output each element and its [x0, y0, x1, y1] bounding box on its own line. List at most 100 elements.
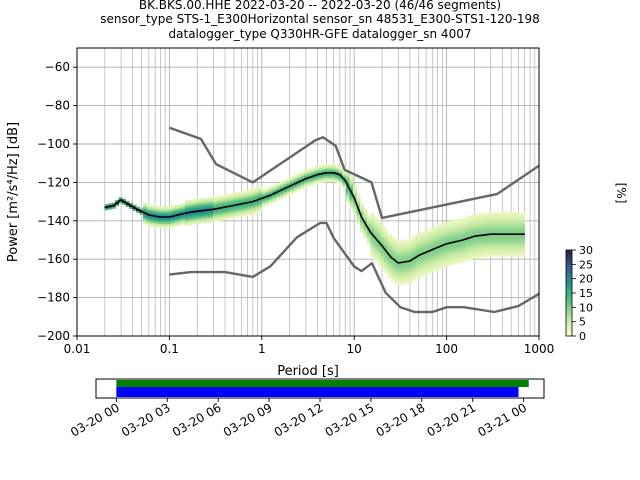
- density-cell: [282, 191, 288, 194]
- density-cell: [251, 211, 256, 215]
- density-cell: [412, 241, 417, 245]
- density-cell: [412, 266, 417, 270]
- density-cell: [503, 225, 508, 228]
- density-cell: [331, 164, 337, 167]
- density-cell: [380, 265, 386, 268]
- density-cell: [230, 200, 235, 204]
- density-cell: [506, 217, 511, 221]
- density-cell: [356, 200, 361, 203]
- density-cell: [478, 220, 483, 224]
- density-cell: [475, 219, 480, 222]
- density-cell: [443, 231, 449, 234]
- density-cell: [510, 244, 515, 248]
- density-cell: [184, 221, 190, 224]
- density-cell: [345, 182, 351, 186]
- density-cell: [251, 196, 256, 199]
- density-cell: [366, 234, 372, 237]
- density-cell: [258, 186, 263, 189]
- density-cell: [405, 272, 410, 275]
- density-cell: [191, 205, 197, 208]
- density-cell: [457, 243, 463, 246]
- density-cell: [492, 254, 497, 257]
- density-cell: [391, 271, 396, 275]
- density-cell: [188, 199, 193, 203]
- density-cell: [468, 251, 473, 255]
- density-cell: [356, 221, 361, 224]
- density-cell: [237, 212, 242, 216]
- density-cell: [244, 192, 249, 195]
- density-cell: [422, 246, 428, 249]
- density-cell: [419, 235, 424, 239]
- density-cell: [184, 215, 190, 219]
- density-cell: [272, 194, 277, 197]
- density-cell: [461, 244, 466, 247]
- time-tick-label: 03-20 18: [374, 400, 428, 439]
- density-cell: [251, 192, 256, 196]
- density-cell: [156, 213, 162, 217]
- x-tick-label: 10: [347, 342, 362, 356]
- density-cell: [492, 242, 497, 246]
- density-cell: [520, 240, 525, 244]
- density-cell: [464, 220, 470, 223]
- density-cell: [436, 253, 442, 256]
- density-cell: [212, 213, 218, 217]
- density-cell: [163, 214, 169, 217]
- density-cell: [478, 242, 483, 245]
- density-cell: [275, 198, 281, 201]
- density-cell: [345, 186, 351, 190]
- density-cell: [380, 244, 386, 247]
- density-cell: [454, 219, 459, 222]
- density-cell: [349, 185, 354, 189]
- density-cell: [447, 253, 452, 257]
- density-cell: [440, 225, 445, 228]
- density-cell: [300, 183, 305, 186]
- density-cell: [373, 243, 379, 246]
- density-cell: [422, 247, 428, 251]
- density-cell: [153, 222, 158, 226]
- density-cell: [461, 225, 466, 228]
- density-cell: [184, 213, 190, 217]
- density-cell: [513, 250, 518, 253]
- density-cell: [167, 214, 172, 217]
- density-cell: [520, 244, 525, 248]
- density-cell: [447, 251, 452, 255]
- density-cell: [265, 203, 270, 206]
- density-cell: [258, 196, 263, 199]
- density-cell: [415, 276, 421, 279]
- density-cell: [216, 203, 221, 206]
- density-cell: [258, 209, 263, 212]
- density-cell: [370, 252, 375, 256]
- density-cell: [331, 170, 337, 173]
- density-cell: [307, 184, 312, 187]
- x-tick-label: 1: [258, 342, 266, 356]
- density-cell: [447, 247, 452, 251]
- density-cell: [370, 237, 375, 240]
- density-cell: [506, 223, 511, 226]
- density-cell: [415, 272, 421, 275]
- density-cell: [363, 211, 368, 214]
- density-cell: [429, 229, 435, 232]
- density-cell: [440, 231, 445, 234]
- density-cell: [359, 218, 365, 222]
- density-cell: [468, 248, 473, 251]
- density-cell: [443, 233, 449, 236]
- density-cell: [520, 252, 525, 255]
- density-cell: [356, 215, 361, 219]
- density-cell: [499, 235, 504, 238]
- density-cell: [405, 270, 410, 273]
- density-cell: [506, 231, 511, 234]
- density-cell: [160, 206, 165, 209]
- density-cell: [443, 260, 449, 263]
- new-low-noise-model-line: [169, 221, 539, 314]
- density-cell: [412, 237, 417, 241]
- density-cell: [426, 269, 431, 272]
- density-cell: [457, 220, 463, 223]
- density-cell: [279, 194, 284, 198]
- density-cell: [412, 247, 417, 250]
- density-cell: [496, 212, 501, 215]
- density-cell: [177, 221, 183, 224]
- density-cell: [426, 252, 431, 255]
- density-cell: [167, 212, 172, 215]
- density-cell: [436, 240, 442, 243]
- density-cell: [282, 181, 288, 184]
